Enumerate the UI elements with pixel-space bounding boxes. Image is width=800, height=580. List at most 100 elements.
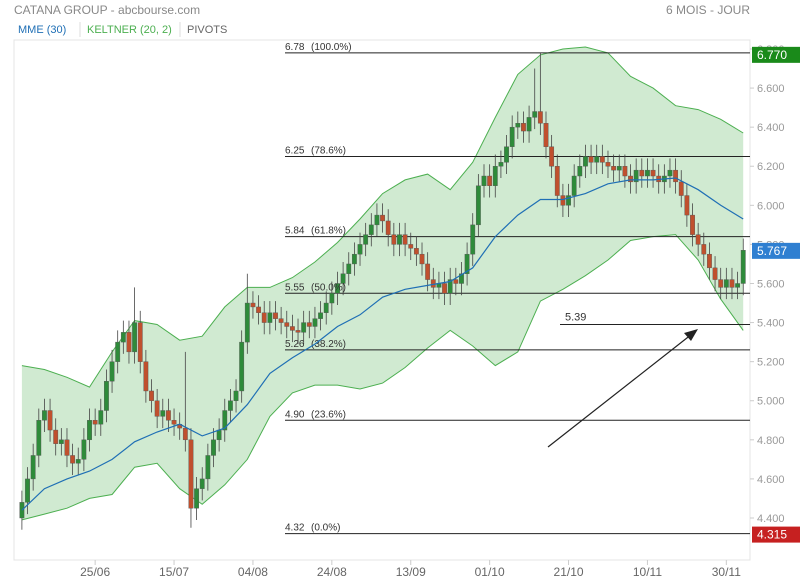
candle-body xyxy=(188,439,194,509)
candle-body xyxy=(278,318,284,323)
pivot-label: 5.84 xyxy=(285,226,305,237)
candle-body xyxy=(256,306,261,313)
keltner-lower xyxy=(21,234,744,521)
candle-body xyxy=(25,478,30,503)
candle-body xyxy=(166,410,171,421)
candle-body xyxy=(723,279,729,288)
candle-body xyxy=(442,283,447,294)
legend-entry: KELTNER (20, 2) xyxy=(87,24,172,36)
candle-body xyxy=(402,234,408,245)
y-tick-label: 5.000 xyxy=(757,396,785,408)
candle-body xyxy=(104,380,109,411)
candle-body xyxy=(222,410,228,431)
candle-body xyxy=(459,273,464,284)
candle-body xyxy=(137,322,143,362)
candle-body xyxy=(577,166,583,177)
arrow-shaft xyxy=(547,333,693,448)
candle-body xyxy=(216,429,222,441)
candle-body xyxy=(295,330,301,333)
candle-body xyxy=(628,175,633,183)
price-tag-label: 5.767 xyxy=(757,244,787,258)
candle-body xyxy=(346,263,352,274)
y-tick-label: 6.400 xyxy=(757,122,785,134)
candle-body xyxy=(267,312,273,323)
candle-body xyxy=(673,169,679,183)
candle-body xyxy=(588,156,594,163)
candle-body xyxy=(509,126,515,147)
candle-body xyxy=(532,111,538,118)
legend-entry: PIVOTS xyxy=(187,24,227,36)
y-tick-label: 5.200 xyxy=(757,357,785,369)
candle-body xyxy=(374,214,380,226)
candle-body xyxy=(487,175,493,186)
keltner-upper xyxy=(21,46,744,388)
x-tick-label: 21/10 xyxy=(554,565,584,579)
candle-body xyxy=(42,410,47,421)
price-tag xyxy=(752,46,800,63)
pivot-label: 5.26 xyxy=(285,339,305,350)
candle-body xyxy=(36,420,42,456)
price-tag-label: 4.315 xyxy=(757,528,787,542)
y-tick-label: 6.200 xyxy=(757,161,785,173)
candle-body xyxy=(413,248,419,255)
price-tag xyxy=(752,526,800,543)
candle-body xyxy=(425,263,431,280)
plot-frame xyxy=(13,39,751,561)
price-tag-label: 6.770 xyxy=(757,48,787,62)
candle-body xyxy=(335,283,340,294)
candle-body xyxy=(583,156,588,167)
x-tick-label: 25/06 xyxy=(80,565,110,579)
pivot-label: 4.32 xyxy=(285,523,305,534)
candle-body xyxy=(718,279,724,288)
legend: MME (30) KELTNER (20, 2) PIVOTS xyxy=(18,22,227,37)
mme-line xyxy=(21,177,744,511)
candle-body xyxy=(729,279,735,288)
candle-body xyxy=(312,318,318,327)
candle-body xyxy=(537,111,543,124)
candle-body xyxy=(289,326,295,331)
candle-body xyxy=(58,439,64,444)
candle-body xyxy=(605,162,611,167)
candle-body xyxy=(594,156,600,163)
candle-body xyxy=(385,220,391,235)
candle-body xyxy=(740,250,746,284)
y-tick-label: 4.800 xyxy=(757,435,785,447)
candle-body xyxy=(701,244,707,255)
chart-title: CATANA GROUP - abcbourse.com xyxy=(14,3,200,17)
candle-body xyxy=(571,175,577,196)
candle-body xyxy=(239,341,245,392)
candle-body xyxy=(712,267,718,280)
pivot-label: 6.25 xyxy=(285,145,305,156)
candle-body xyxy=(521,123,526,132)
candle-body xyxy=(30,455,36,480)
x-tick-label: 13/09 xyxy=(396,565,426,579)
candle-body xyxy=(690,214,695,235)
x-tick-label: 04/08 xyxy=(238,565,268,579)
candle-body xyxy=(154,400,160,417)
candle-body xyxy=(211,439,216,456)
candle-body xyxy=(363,234,369,245)
pivot-ratio: (78.6%) xyxy=(311,145,346,156)
pivot-label: 6.78 xyxy=(285,42,305,53)
candle-body xyxy=(318,312,323,319)
candle-body xyxy=(81,439,87,460)
candle-body xyxy=(470,224,476,255)
candle-body xyxy=(284,322,290,327)
candle-body xyxy=(149,390,154,401)
pivot-label: 5.55 xyxy=(285,282,305,293)
candle-body xyxy=(244,302,250,343)
candle-body xyxy=(64,439,70,456)
candle-body xyxy=(464,253,470,274)
candle-body xyxy=(301,322,307,333)
candle-body xyxy=(171,420,177,425)
arrow-head xyxy=(684,329,698,341)
candle-body xyxy=(695,234,701,245)
pivot-label: 4.90 xyxy=(285,409,305,420)
x-tick-label: 24/08 xyxy=(317,565,347,579)
support-label: 5.39 xyxy=(565,312,586,324)
candle-body xyxy=(351,253,357,265)
candle-body xyxy=(515,123,521,128)
candle-body xyxy=(498,162,504,167)
candle-body xyxy=(233,390,239,401)
